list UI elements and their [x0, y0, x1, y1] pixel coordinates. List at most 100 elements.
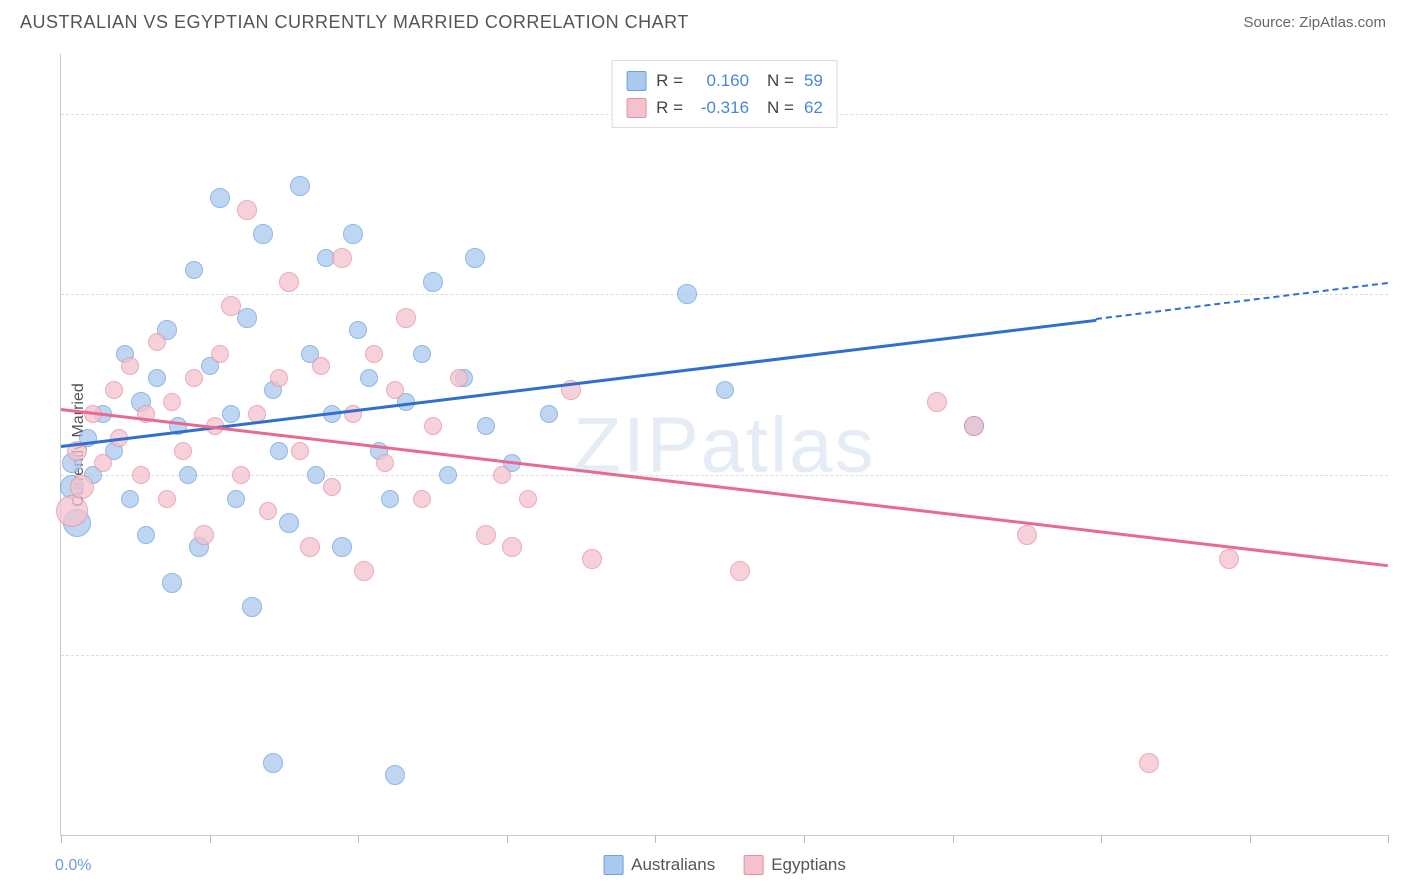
data-point [307, 466, 325, 484]
data-point [270, 442, 288, 460]
x-tick [61, 835, 62, 843]
data-point [323, 478, 341, 496]
data-point [222, 405, 240, 423]
data-point [1139, 753, 1159, 773]
data-point [237, 200, 257, 220]
data-point [730, 561, 750, 581]
data-point [290, 176, 310, 196]
n-label: N = [767, 67, 794, 94]
legend-swatch-icon [603, 855, 623, 875]
x-tick [507, 835, 508, 843]
legend-item: Australians [603, 855, 715, 875]
data-point [964, 416, 984, 436]
data-point [163, 393, 181, 411]
r-value-australians: 0.160 [693, 67, 749, 94]
gridline [61, 475, 1388, 476]
data-point [237, 308, 257, 328]
gridline [61, 294, 1388, 295]
data-point [232, 466, 250, 484]
chart-area: Currently Married ZIPatlas 80.0%65.0%50.… [60, 54, 1388, 836]
data-point [158, 490, 176, 508]
data-point [221, 296, 241, 316]
data-point [365, 345, 383, 363]
data-point [56, 495, 88, 527]
data-point [242, 597, 262, 617]
series-legend: Australians Egyptians [603, 855, 846, 875]
data-point [376, 454, 394, 472]
legend-row-australians: R = 0.160 N = 59 [626, 67, 823, 94]
data-point [423, 272, 443, 292]
data-point [465, 248, 485, 268]
data-point [174, 442, 192, 460]
data-point [439, 466, 457, 484]
data-point [396, 308, 416, 328]
data-point [211, 345, 229, 363]
data-point [132, 466, 150, 484]
data-point [385, 765, 405, 785]
legend-item: Egyptians [743, 855, 846, 875]
data-point [121, 490, 139, 508]
data-point [1219, 549, 1239, 569]
data-point [185, 261, 203, 279]
legend-label: Australians [631, 855, 715, 875]
data-point [194, 525, 214, 545]
legend-row-egyptians: R = -0.316 N = 62 [626, 94, 823, 121]
data-point [105, 381, 123, 399]
data-point [312, 357, 330, 375]
data-point [148, 369, 166, 387]
data-point [343, 224, 363, 244]
chart-title: AUSTRALIAN VS EGYPTIAN CURRENTLY MARRIED… [20, 12, 689, 33]
data-point [70, 475, 94, 499]
data-point [424, 417, 442, 435]
x-tick [210, 835, 211, 843]
trend-line [61, 408, 1388, 567]
data-point [519, 490, 537, 508]
data-point [677, 284, 697, 304]
data-point [332, 248, 352, 268]
x-tick [1101, 835, 1102, 843]
data-point [179, 466, 197, 484]
data-point [259, 502, 277, 520]
swatch-pink-icon [626, 98, 646, 118]
x-tick [1250, 835, 1251, 843]
data-point [540, 405, 558, 423]
data-point [413, 345, 431, 363]
data-point [279, 513, 299, 533]
legend-label: Egyptians [771, 855, 846, 875]
chart-header: AUSTRALIAN VS EGYPTIAN CURRENTLY MARRIED… [0, 0, 1406, 41]
data-point [386, 381, 404, 399]
data-point [137, 526, 155, 544]
data-point [185, 369, 203, 387]
data-point [582, 549, 602, 569]
data-point [291, 442, 309, 460]
data-point [227, 490, 245, 508]
correlation-legend: R = 0.160 N = 59 R = -0.316 N = 62 [611, 60, 838, 128]
data-point [716, 381, 734, 399]
n-value-egyptians: 62 [804, 94, 823, 121]
data-point [162, 573, 182, 593]
data-point [927, 392, 947, 412]
data-point [300, 537, 320, 557]
gridline [61, 655, 1388, 656]
data-point [270, 369, 288, 387]
data-point [477, 417, 495, 435]
data-point [413, 490, 431, 508]
plot-surface: 80.0%65.0%50.0%35.0% [61, 54, 1388, 835]
x-tick [655, 835, 656, 843]
data-point [263, 753, 283, 773]
swatch-blue-icon [626, 71, 646, 91]
r-value-egyptians: -0.316 [693, 94, 749, 121]
trend-line [1096, 282, 1388, 320]
data-point [210, 188, 230, 208]
data-point [493, 466, 511, 484]
data-point [332, 537, 352, 557]
data-point [121, 357, 139, 375]
data-point [253, 224, 273, 244]
x-tick [804, 835, 805, 843]
data-point [94, 454, 112, 472]
data-point [450, 369, 468, 387]
x-tick [1388, 835, 1389, 843]
x-tick [358, 835, 359, 843]
x-axis-min-label: 0.0% [55, 857, 91, 875]
n-value-australians: 59 [804, 67, 823, 94]
